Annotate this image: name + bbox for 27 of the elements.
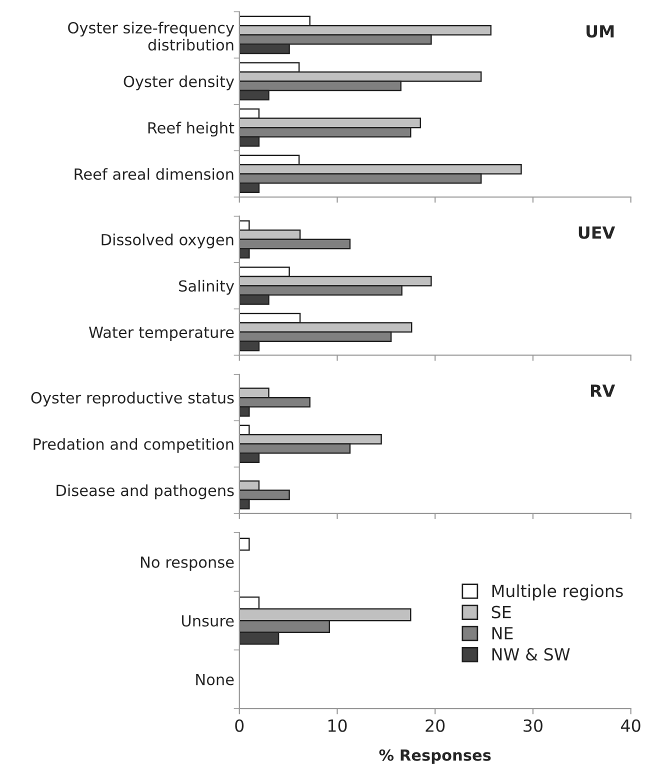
x-tick-label: 10 xyxy=(328,719,347,732)
x-tick-label: 0 xyxy=(235,719,244,732)
legend-label: NW & SW xyxy=(492,648,570,661)
y-tick-label: Oyster density xyxy=(124,75,234,90)
x-tick-label: 20 xyxy=(426,719,445,732)
y-tick-label: None xyxy=(196,674,234,686)
x-axis-title: % Responses xyxy=(379,749,491,764)
annotation: RV xyxy=(590,384,616,397)
annotation: UEV xyxy=(578,226,616,239)
y-tick-label: Water temperature xyxy=(88,326,234,342)
y-tick-label: Predation and competition xyxy=(34,438,234,453)
legend-label: NE xyxy=(492,627,513,640)
legend-label: Multiple regions xyxy=(492,584,623,600)
y-tick-label: Reef areal dimension xyxy=(74,168,234,180)
bar xyxy=(239,538,250,551)
y-tick-label: Dissolved oxygen xyxy=(102,234,234,248)
x-tick-label: 30 xyxy=(524,719,542,732)
y-tick-label: Oyster size-frequency distribution xyxy=(68,22,234,51)
x-tick-label: 40 xyxy=(621,719,640,732)
legend-label: SE xyxy=(492,606,511,618)
y-tick-label: Disease and pathogens xyxy=(56,484,234,500)
y-tick-label: Reef height xyxy=(148,122,234,137)
y-tick-label: No response xyxy=(141,556,234,571)
y-tick-label: Salinity xyxy=(179,280,234,295)
y-tick-label: Unsure xyxy=(182,615,234,627)
y-tick-label: Oyster reproductive status xyxy=(31,392,234,407)
annotation: UM xyxy=(586,25,614,38)
